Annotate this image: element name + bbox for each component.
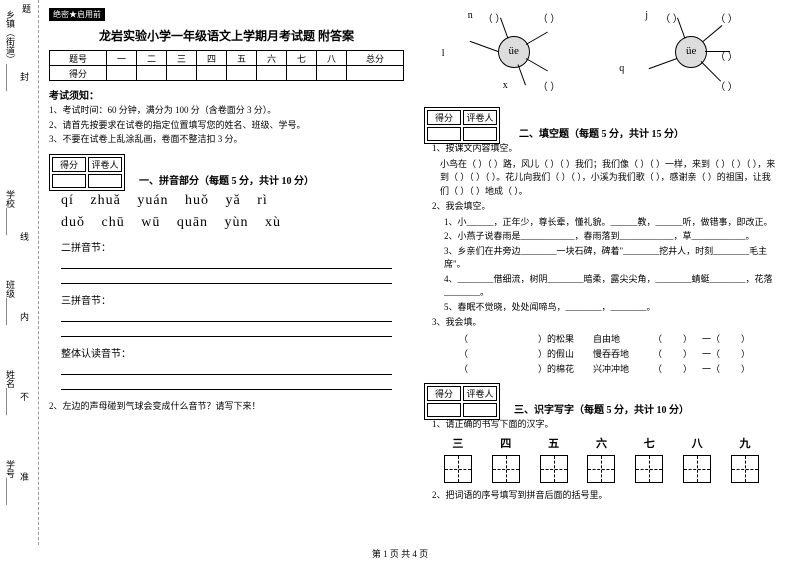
score-value-row: 得分	[50, 66, 404, 81]
th: 一	[106, 51, 136, 66]
tianzi-box[interactable]	[444, 455, 472, 483]
char: 八	[692, 435, 703, 451]
paren: （ ）	[538, 10, 561, 25]
sb-label: 评卷人	[463, 110, 497, 125]
sub-question: 3、乡亲们在井旁边________一块石碑，碑着"________挖井人，时刻_…	[444, 245, 779, 272]
answer-line[interactable]	[61, 271, 392, 284]
sb-label: 得分	[52, 157, 86, 172]
ray-label: x	[503, 80, 508, 91]
notice-head: 考试须知：	[49, 87, 404, 102]
left-column: 绝密★启用前 龙岩实验小学一年级语文上学期月考试题 附答案 题号 一 二 三 四…	[39, 0, 414, 545]
th: 八	[316, 51, 346, 66]
ray-label: l	[442, 48, 445, 59]
th: 题号	[50, 51, 107, 66]
th: 二	[136, 51, 166, 66]
char: 六	[596, 435, 607, 451]
question: 1、请正确的书写下面的汉字。	[432, 418, 779, 432]
notice: 3、不要在试卷上乱涂乱画，卷面不整洁扣 3 分。	[49, 133, 404, 146]
question: 3、我会填。	[432, 316, 779, 330]
fill-row: （）的棉花 兴冲冲地（） 一（）	[448, 362, 779, 375]
binding-char: 封	[20, 70, 29, 83]
binding-char: 线	[20, 230, 29, 243]
fill-row: （）的松果 自由地（） 一（）	[448, 332, 779, 345]
tianzi-box[interactable]	[492, 455, 520, 483]
binding-char: 准	[20, 470, 29, 483]
binding-char: 不	[20, 390, 29, 403]
score-box: 得分评卷人	[49, 154, 125, 191]
sub-question: 4、________借细流，树阴________暗柔，露尖尖角，________…	[444, 273, 779, 300]
answer-line[interactable]	[61, 324, 392, 337]
fill-row: （）的假山 慢吞吞地（） 一（）	[448, 347, 779, 360]
paren: （ ）	[538, 78, 561, 93]
binding-label: 姓名______	[4, 370, 17, 415]
question-text: 小鸟在（ ）（ ）路，风儿（ ）（ ）我们；我们像（ ）（ ）一样，来到（ ）（…	[440, 158, 779, 199]
tianzi-row	[434, 455, 769, 483]
sub-heading: 整体认读音节：	[61, 345, 404, 360]
binding-label: 班级______	[4, 280, 17, 325]
confidential-tag: 绝密★启用前	[49, 8, 105, 21]
sb-label: 评卷人	[463, 386, 497, 401]
score-table: 题号 一 二 三 四 五 六 七 八 总分 得分	[49, 50, 404, 81]
th: 三	[166, 51, 196, 66]
char: 四	[500, 435, 511, 451]
question: 1、按课文内容填空。	[432, 142, 779, 156]
answer-line[interactable]	[61, 377, 392, 390]
paren: （ ）	[715, 10, 738, 25]
score-header-row: 题号 一 二 三 四 五 六 七 八 总分	[50, 51, 404, 66]
notice: 2、请首先按要求在试卷的指定位置填写您的姓名、班级、学号。	[49, 119, 404, 132]
answer-line[interactable]	[61, 309, 392, 322]
th: 五	[226, 51, 256, 66]
td: 得分	[50, 66, 107, 81]
score-box: 得分评卷人	[424, 107, 500, 144]
diagram-node: üe n （ ） l （ ） x （ ）	[438, 8, 588, 93]
question: 2、左边的声母碰到气球会变成什么音节？请写下来！	[49, 400, 404, 413]
question: 2、我会填空。	[432, 200, 779, 214]
binding-label: 学校______	[4, 190, 17, 235]
sb-label: 得分	[427, 110, 461, 125]
sub-question: 5、春眠不觉晓，处处闻啼鸟，________，________。	[444, 301, 779, 315]
diagram-node: üe j （ ） q （ ） （ ） （ ）	[615, 8, 765, 93]
binding-margin: 乡镇（街道）______ 学校______ 班级______ 姓名______ …	[0, 0, 39, 545]
char: 三	[452, 435, 463, 451]
pinyin-diagram: üe n （ ） l （ ） x （ ） üe j （ ） q	[424, 8, 779, 93]
page-footer: 第 1 页 共 4 页	[0, 547, 800, 560]
tianzi-box[interactable]	[587, 455, 615, 483]
tianzi-box[interactable]	[683, 455, 711, 483]
th: 六	[256, 51, 286, 66]
exam-page: 乡镇（街道）______ 学校______ 班级______ 姓名______ …	[0, 0, 800, 545]
char: 七	[644, 435, 655, 451]
sb-label: 得分	[427, 386, 461, 401]
sub-heading: 三拼音节：	[61, 292, 404, 307]
pinyin-line: qí zhuǎ yuán huǒ yǎ rì	[61, 193, 404, 209]
exam-title: 龙岩实验小学一年级语文上学期月考试题 附答案	[49, 27, 404, 44]
char-row: 三 四 五 六 七 八 九	[434, 435, 769, 451]
binding-char: 内	[20, 310, 29, 323]
notice: 1、考试时间：60 分钟，满分为 100 分（含卷面分 3 分）。	[49, 104, 404, 117]
tianzi-box[interactable]	[540, 455, 568, 483]
ray-label: n	[468, 10, 473, 21]
ray-label: j	[645, 10, 648, 21]
tianzi-box[interactable]	[635, 455, 663, 483]
ray-label: q	[619, 63, 624, 74]
answer-line[interactable]	[61, 256, 392, 269]
center-circle: üe	[498, 36, 530, 68]
right-column: üe n （ ） l （ ） x （ ） üe j （ ） q	[414, 0, 789, 545]
tianzi-box[interactable]	[731, 455, 759, 483]
th: 四	[196, 51, 226, 66]
sub-question: 1、小______，正年少，尊长辈，懂礼貌。______教，______听，做错…	[444, 216, 779, 230]
char: 九	[739, 435, 750, 451]
binding-label: 学号______	[4, 460, 17, 505]
th: 总分	[346, 51, 403, 66]
corner-char: 题	[22, 2, 31, 15]
th: 七	[286, 51, 316, 66]
binding-label: 乡镇（街道）______	[4, 10, 17, 91]
sub-heading: 二拼音节：	[61, 239, 404, 254]
score-box: 得分评卷人	[424, 383, 500, 420]
sub-question: 2、小燕子说春雨是____________，春雨落到____________，草…	[444, 230, 779, 244]
question: 2、把词语的序号填写到拼音后面的括号里。	[432, 489, 779, 503]
answer-line[interactable]	[61, 362, 392, 375]
pinyin-line: duǒ chū wū quān yùn xù	[61, 215, 404, 231]
sb-label: 评卷人	[88, 157, 122, 172]
char: 五	[548, 435, 559, 451]
